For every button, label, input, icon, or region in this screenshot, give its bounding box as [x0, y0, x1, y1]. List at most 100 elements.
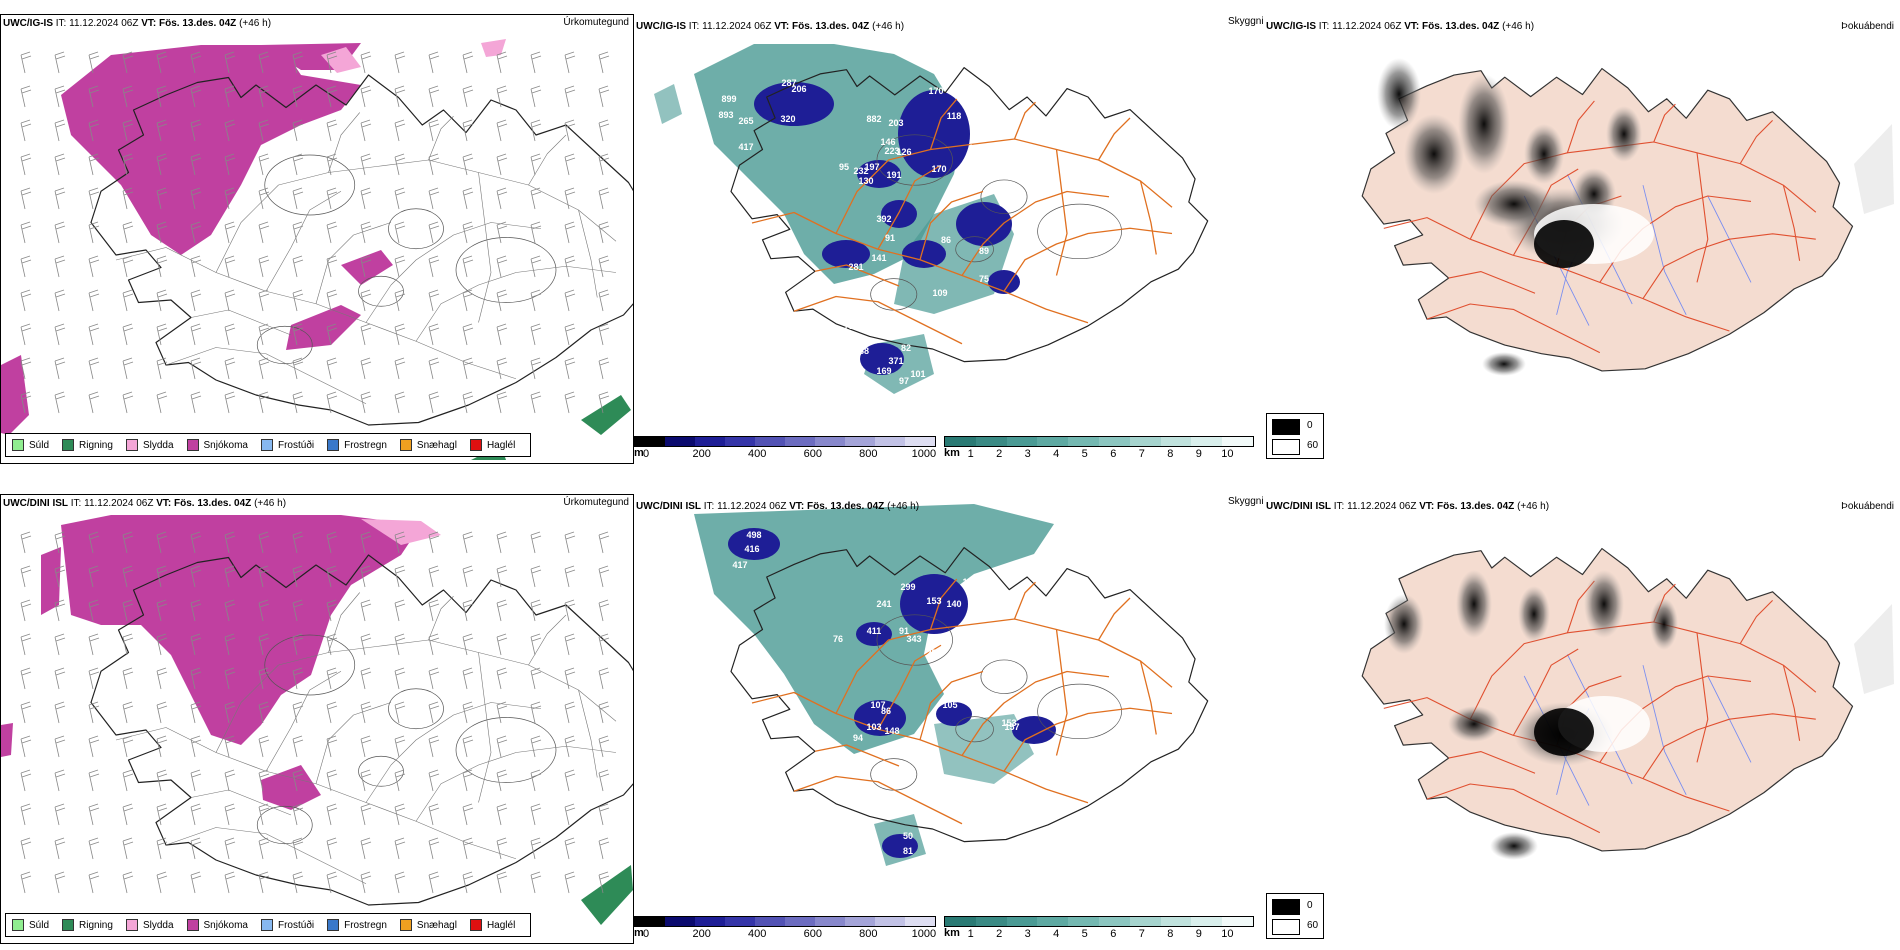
- glacier-outline: [955, 716, 994, 743]
- height-label: 498: [746, 530, 761, 540]
- wind-barb-flag: [191, 671, 202, 676]
- wind-barb-flag: [327, 191, 338, 196]
- wind-barb-flag: [55, 191, 66, 196]
- legend-label: Snjókoma: [203, 439, 248, 451]
- wind-barb-flag: [20, 51, 31, 56]
- colorbar-step: [635, 437, 665, 446]
- wind-barb: [428, 122, 434, 142]
- wind-barb-flag: [395, 739, 406, 744]
- wind-barb-flag: [599, 293, 610, 298]
- wind-barb: [428, 292, 434, 312]
- wind-barb: [20, 534, 26, 554]
- road: [165, 347, 367, 405]
- wind-barb-flag: [429, 637, 440, 642]
- wind-barb-flag: [88, 323, 99, 328]
- wind-barb: [530, 840, 536, 860]
- snow-area: [1, 723, 13, 757]
- wind-barb-flag: [258, 633, 269, 638]
- wind-barb-flag: [565, 671, 576, 676]
- wind-barb-flag: [258, 119, 269, 124]
- wind-barb: [326, 704, 332, 724]
- wind-barb: [462, 326, 468, 346]
- wind-barb-flag: [497, 157, 508, 162]
- wind-barb-flag: [225, 259, 236, 264]
- wind-barb-flag: [564, 803, 575, 808]
- wind-barb-flag: [565, 569, 576, 574]
- wind-barb-flag: [156, 701, 167, 706]
- fog-swatch-high: [1272, 899, 1300, 915]
- wind-barb-flag: [89, 293, 100, 298]
- wind-barb-flag: [122, 565, 133, 570]
- wind-barb-flag: [259, 157, 270, 162]
- legend-swatch: [62, 919, 75, 931]
- wind-barb-flag: [599, 773, 610, 778]
- wind-barb-flag: [55, 705, 66, 710]
- wind-barb-flag: [157, 361, 168, 366]
- snow-area: [61, 515, 421, 745]
- wind-barb-flag: [191, 875, 202, 880]
- wind-barb: [88, 874, 94, 894]
- wind-barb-flag: [54, 735, 65, 740]
- snow-area: [341, 250, 393, 285]
- colorbar-tick: 3: [1024, 448, 1031, 460]
- wind-barb-flag: [531, 773, 542, 778]
- wind-barb-flag: [20, 85, 31, 90]
- wind-barb-flag: [191, 259, 202, 264]
- wind-barb-flag: [599, 841, 610, 846]
- wind-barb: [360, 602, 366, 622]
- legend-swatch: [469, 919, 482, 931]
- wind-barb-flag: [428, 85, 439, 90]
- road: [265, 190, 342, 292]
- wind-barb: [428, 874, 434, 894]
- wind-barb: [360, 636, 366, 656]
- dense-fog-core: [1534, 220, 1594, 268]
- legend-swatch: [12, 919, 24, 931]
- wind-barb: [20, 156, 26, 176]
- wind-barb: [530, 670, 536, 690]
- fog-height-area: [860, 343, 904, 375]
- wind-barb: [54, 670, 60, 690]
- wind-barb: [598, 292, 604, 312]
- wind-barb-flag: [598, 85, 609, 90]
- wind-barb-flag: [429, 841, 440, 846]
- wind-barb: [564, 772, 570, 792]
- wind-barb-flag: [496, 599, 507, 604]
- wind-barb: [292, 156, 298, 176]
- legend-label: Slydda: [142, 439, 174, 451]
- wind-barb-flag: [157, 807, 168, 812]
- wind-barb-flag: [496, 221, 507, 226]
- wind-barb-flag: [360, 633, 371, 638]
- height-label: 89: [979, 246, 989, 256]
- wind-barb-flag: [89, 569, 100, 574]
- wind-barb-flag: [361, 89, 372, 94]
- wind-barb-flag: [326, 735, 337, 740]
- wind-barb: [496, 704, 502, 724]
- glacier-outline: [388, 688, 444, 730]
- wind-barb-flag: [157, 875, 168, 880]
- height-label: 343: [906, 634, 921, 644]
- wind-barb-flag: [496, 735, 507, 740]
- wind-barb: [122, 156, 128, 176]
- wind-barb-flag: [565, 293, 576, 298]
- wind-barb-flag: [123, 395, 134, 400]
- wind-barb-flag: [463, 705, 474, 710]
- wind-barb-flag: [225, 191, 236, 196]
- wind-barb-flag: [54, 769, 65, 774]
- wind-barb-flag: [428, 531, 439, 536]
- wind-barb: [462, 88, 468, 108]
- height-label: 893: [718, 110, 733, 120]
- wind-barb-flag: [360, 531, 371, 536]
- wind-barb-flag: [326, 701, 337, 706]
- wind-barb-flag: [190, 633, 201, 638]
- wind-barb-flag: [122, 187, 133, 192]
- wind-barb-flag: [394, 837, 405, 842]
- wind-barb: [88, 636, 94, 656]
- wind-barb-flag: [327, 705, 338, 710]
- wind-barb-flag: [496, 85, 507, 90]
- fog-legend: 0 60: [1266, 893, 1324, 939]
- legend-item: Snæhagl: [399, 439, 457, 451]
- wind-barb-flag: [497, 569, 508, 574]
- wind-barb: [156, 602, 162, 622]
- panel-title: Þokuábendi: [1841, 21, 1894, 32]
- wind-barb-flag: [293, 259, 304, 264]
